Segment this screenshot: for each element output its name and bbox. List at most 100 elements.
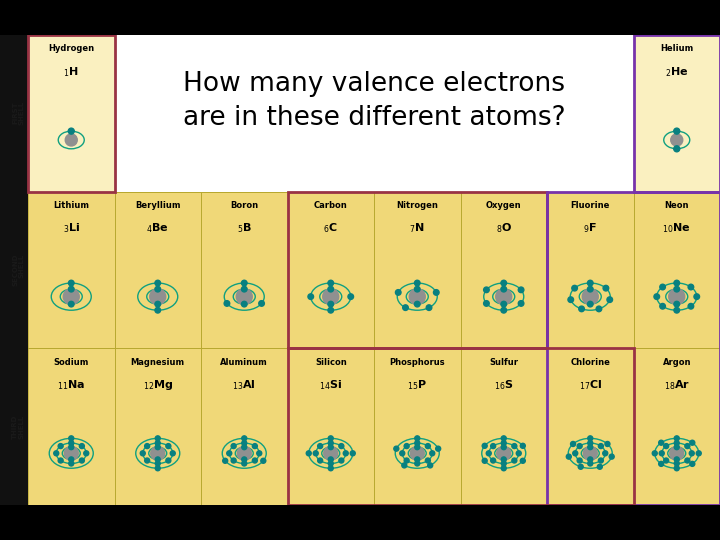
Circle shape <box>155 301 161 307</box>
Text: $_{12}$Mg: $_{12}$Mg <box>143 378 173 392</box>
Circle shape <box>258 301 264 306</box>
Text: THIRD
SHELL: THIRD SHELL <box>12 415 25 439</box>
Circle shape <box>231 458 236 463</box>
Text: Boron: Boron <box>230 201 258 210</box>
Circle shape <box>402 305 408 310</box>
Circle shape <box>156 461 161 466</box>
Text: Hydrogen: Hydrogen <box>48 44 94 53</box>
Circle shape <box>222 458 228 463</box>
Circle shape <box>54 451 59 456</box>
Circle shape <box>415 444 420 450</box>
Circle shape <box>318 458 323 463</box>
Circle shape <box>674 280 680 286</box>
Bar <box>114 35 634 192</box>
Circle shape <box>696 451 701 456</box>
Circle shape <box>694 294 700 300</box>
Circle shape <box>521 443 526 448</box>
Text: $_{5}$B: $_{5}$B <box>237 221 252 235</box>
Text: $_{18}$Ar: $_{18}$Ar <box>664 378 690 392</box>
Circle shape <box>598 464 603 469</box>
Circle shape <box>318 443 323 449</box>
Circle shape <box>415 457 420 462</box>
Circle shape <box>674 466 679 471</box>
Circle shape <box>577 458 582 463</box>
Circle shape <box>224 301 230 306</box>
Circle shape <box>496 289 512 305</box>
Bar <box>287 192 547 348</box>
Circle shape <box>567 454 571 459</box>
Circle shape <box>415 301 420 307</box>
Text: Magnesium: Magnesium <box>131 357 185 367</box>
Circle shape <box>236 289 252 305</box>
Text: Silicon: Silicon <box>315 357 346 367</box>
Circle shape <box>348 294 354 300</box>
Text: Oxygen: Oxygen <box>486 201 521 210</box>
Circle shape <box>426 458 431 463</box>
Text: $_{14}$Si: $_{14}$Si <box>319 378 342 392</box>
Circle shape <box>410 446 424 460</box>
Text: Phosphorus: Phosphorus <box>390 357 445 367</box>
Circle shape <box>482 443 487 448</box>
Circle shape <box>501 436 506 441</box>
Text: Helium: Helium <box>660 44 693 53</box>
Circle shape <box>155 280 161 286</box>
Circle shape <box>328 301 333 307</box>
Text: Beryllium: Beryllium <box>135 201 181 210</box>
Circle shape <box>674 436 679 441</box>
Circle shape <box>252 458 257 463</box>
Circle shape <box>605 442 610 447</box>
Circle shape <box>588 280 593 286</box>
Bar <box>374 348 461 505</box>
Circle shape <box>674 441 679 446</box>
Circle shape <box>68 280 74 286</box>
Circle shape <box>603 285 608 291</box>
Circle shape <box>660 451 665 456</box>
Bar <box>28 192 720 348</box>
Circle shape <box>659 461 664 467</box>
Circle shape <box>652 451 657 456</box>
Circle shape <box>501 466 506 471</box>
Circle shape <box>490 443 495 449</box>
Circle shape <box>308 294 313 300</box>
Text: Fluorine: Fluorine <box>570 201 610 210</box>
Bar <box>28 192 114 348</box>
Circle shape <box>436 446 441 451</box>
Text: $_{9}$F: $_{9}$F <box>583 221 598 235</box>
Circle shape <box>579 306 585 312</box>
Circle shape <box>512 458 517 463</box>
Circle shape <box>328 466 333 471</box>
Text: $_{8}$O: $_{8}$O <box>495 221 512 235</box>
Circle shape <box>156 436 161 441</box>
Text: $_{6}$C: $_{6}$C <box>323 221 338 235</box>
Circle shape <box>501 461 506 466</box>
Circle shape <box>674 146 680 152</box>
Bar <box>547 348 634 505</box>
Text: ©1999 Addison Wesley Longman, Inc.: ©1999 Addison Wesley Longman, Inc. <box>30 508 150 514</box>
Circle shape <box>428 463 433 468</box>
Circle shape <box>588 301 593 307</box>
Bar <box>461 192 547 348</box>
Circle shape <box>150 446 165 460</box>
Circle shape <box>328 307 333 313</box>
Circle shape <box>568 297 574 302</box>
Circle shape <box>685 443 690 449</box>
Circle shape <box>674 286 680 292</box>
Bar <box>28 35 114 192</box>
Circle shape <box>409 289 426 305</box>
Circle shape <box>607 297 613 302</box>
Bar <box>28 348 720 505</box>
Circle shape <box>241 301 247 307</box>
Text: $_{2}$He: $_{2}$He <box>665 65 688 78</box>
Circle shape <box>570 442 575 447</box>
Text: $_{10}$Ne: $_{10}$Ne <box>662 221 691 235</box>
Circle shape <box>426 305 432 310</box>
Bar <box>547 192 720 505</box>
Circle shape <box>242 441 247 446</box>
Circle shape <box>145 458 150 463</box>
Circle shape <box>227 451 232 456</box>
Circle shape <box>688 284 693 290</box>
Circle shape <box>66 134 77 146</box>
Circle shape <box>426 443 431 449</box>
Bar <box>114 348 201 505</box>
Circle shape <box>328 286 333 292</box>
